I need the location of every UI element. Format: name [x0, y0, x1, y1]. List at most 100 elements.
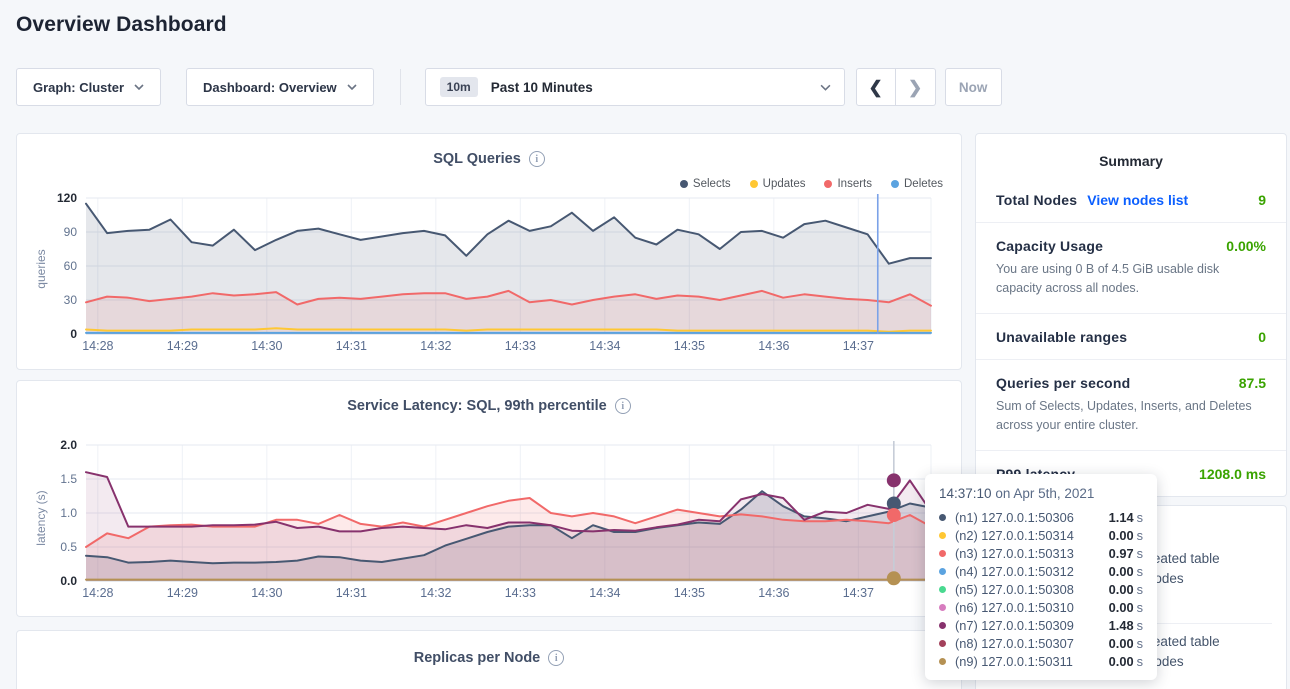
tooltip-node-label: (n9) 127.0.0.1:50311 — [955, 653, 1073, 669]
chevron-left-icon: ❮ — [868, 77, 883, 97]
now-button[interactable]: Now — [944, 68, 1002, 106]
sql-queries-chart[interactable]: 14:28 14:29 14:30 14:31 14:32 14:33 14:34 14:35… — [17, 190, 963, 360]
summary-rows: Total Nodes View nodes list 9 Capacity Usag… — [976, 177, 1286, 496]
x-axis-tick: 14:30 — [251, 339, 282, 353]
time-next-button[interactable]: ❯ — [895, 68, 936, 106]
info-icon[interactable]: i — [548, 650, 565, 666]
series-line-selects — [85, 202, 932, 265]
view-nodes-link[interactable]: View nodes list — [1087, 192, 1189, 208]
legend-item-inserts[interactable]: Inserts — [824, 178, 872, 190]
legend-label: Updates — [762, 178, 806, 190]
tooltip-node-unit: s — [1136, 545, 1143, 561]
x-axis-tick: 14:29 — [167, 339, 198, 353]
replicas-per-node-title: Replicas per Node — [413, 650, 541, 666]
graph-dropdown[interactable]: Graph: Cluster — [16, 68, 162, 106]
summary-row-total-nodes: Total Nodes View nodes list 9 — [976, 177, 1286, 222]
legend-dot-icon — [891, 180, 899, 188]
chevron-right-icon: ❯ — [908, 77, 923, 97]
tooltip-timestamp: 14:37:10 on Apr 5th, 2021 — [939, 486, 1095, 501]
time-step-group: ❮ ❯ — [855, 68, 936, 106]
tooltip-node-value: 0.97 — [1108, 545, 1134, 561]
legend-item-deletes[interactable]: Deletes — [891, 178, 943, 190]
tooltip-node-unit: s — [1136, 599, 1143, 615]
time-range-label: Past 10 Minutes — [490, 79, 593, 95]
x-axis-tick: 14:28 — [82, 339, 113, 353]
y-axis-tick: 2.0 — [60, 438, 77, 452]
legend-item-updates[interactable]: Updates — [749, 178, 806, 190]
series-dot-icon — [939, 549, 946, 557]
service-latency-card: Service Latency: SQL, 99th percentile i … — [16, 380, 962, 617]
series-dot-icon — [939, 657, 946, 665]
tooltip-node-label: (n5) 127.0.0.1:50308 — [955, 581, 1074, 597]
time-range-dropdown[interactable]: 10m Past 10 Minutes — [424, 68, 845, 106]
series-line-updates — [85, 327, 932, 333]
tooltip-node-unit: s — [1136, 581, 1143, 597]
tooltip-node-label: (n1) 127.0.0.1:50306 — [955, 509, 1074, 525]
info-icon[interactable]: i — [528, 151, 545, 167]
summary-row-value: 1208.0 ms — [1199, 465, 1266, 482]
x-axis-tick: 14:36 — [758, 586, 789, 600]
info-icon[interactable]: i — [614, 398, 631, 414]
tooltip-node-label: (n4) 127.0.0.1:50312 — [955, 563, 1074, 579]
sql-queries-legend: Selects Updates Inserts Deletes — [679, 178, 943, 190]
tooltip-node-value: 0.00 — [1108, 599, 1134, 615]
tooltip-node-label: (n2) 127.0.0.1:50314 — [955, 527, 1074, 543]
tooltip-row: (n4) 127.0.0.1:50312 0.00 s — [939, 562, 1143, 580]
replicas-per-node-card: Replicas per Node i — [16, 630, 962, 689]
y-axis-tick: 120 — [57, 191, 77, 205]
x-axis-tick: 14:29 — [167, 586, 198, 600]
tooltip-node-unit: s — [1136, 635, 1143, 651]
y-axis-tick: 1.0 — [60, 506, 77, 520]
chevron-down-icon — [347, 84, 357, 90]
chart-hover-tooltip: 14:37:10 on Apr 5th, 2021 (n1) 127.0.0.1… — [925, 474, 1157, 680]
tooltip-row: (n7) 127.0.0.1:50309 1.48 s — [939, 616, 1143, 634]
summary-row-value: 9 — [1258, 192, 1266, 208]
series-line--n1-127-0-0-1-50306 — [85, 490, 932, 565]
tooltip-node-label: (n7) 127.0.0.1:50309 — [955, 617, 1074, 633]
sql-queries-card: SQL Queries i Selects Updates Inserts Delet… — [16, 133, 962, 370]
dashboard-dropdown-label: Dashboard: Overview — [203, 79, 337, 95]
series-line-inserts — [85, 289, 932, 307]
y-axis-tick: 30 — [64, 293, 78, 307]
legend-label: Deletes — [904, 178, 943, 190]
summary-row-label: Queries per second — [996, 374, 1131, 391]
series-dot-icon — [939, 567, 946, 575]
x-axis-tick: 14:33 — [505, 586, 536, 600]
tooltip-node-value: 0.00 — [1108, 563, 1134, 579]
tooltip-node-label: (n6) 127.0.0.1:50310 — [955, 599, 1074, 615]
dashboard-dropdown[interactable]: Dashboard: Overview — [186, 68, 374, 106]
time-range-badge: 10m — [439, 77, 478, 97]
y-axis-tick: 1.5 — [60, 472, 77, 486]
x-axis-tick: 14:34 — [589, 586, 620, 600]
tooltip-row: (n9) 127.0.0.1:50311 0.00 s — [939, 652, 1143, 670]
y-axis-tick: 0 — [70, 327, 77, 341]
tooltip-node-label: (n8) 127.0.0.1:50307 — [955, 635, 1074, 651]
service-latency-chart[interactable]: 14:28 14:29 14:30 14:31 14:32 14:33 14:34 14:35… — [17, 429, 963, 605]
tooltip-node-value: 0.00 — [1108, 653, 1134, 669]
tooltip-node-value: 1.14 — [1108, 509, 1134, 525]
legend-item-selects[interactable]: Selects — [679, 178, 731, 190]
summary-row-value: 0 — [1258, 328, 1266, 345]
legend-label: Inserts — [837, 178, 872, 190]
service-latency-title: Service Latency: SQL, 99th percentile — [347, 398, 607, 414]
summary-row-queries-per-second: Queries per second 87.5 Sum of Selects, Up… — [976, 358, 1286, 450]
summary-row-value: 0.00% — [1226, 238, 1266, 254]
summary-row-subtext: Sum of Selects, Updates, Inserts, and De… — [996, 398, 1252, 433]
summary-row-subtext: You are using 0 B of 4.5 GiB usable disk… — [996, 262, 1220, 296]
tooltip-node-unit: s — [1136, 617, 1143, 633]
series-dot-icon — [939, 585, 946, 593]
tooltip-node-value: 0.00 — [1108, 635, 1134, 651]
tooltip-row: (n5) 127.0.0.1:50308 0.00 s — [939, 580, 1143, 598]
time-prev-button[interactable]: ❮ — [855, 68, 896, 106]
series-line--n7-127-0-0-1-50309 — [85, 471, 932, 533]
summary-row-label: Total Nodes — [996, 192, 1078, 208]
tooltip-node-value: 0.00 — [1108, 527, 1134, 543]
tooltip-node-value: 1.48 — [1108, 617, 1134, 633]
x-axis-tick: 14:34 — [589, 339, 620, 353]
summary-row-value: 87.5 — [1238, 374, 1266, 391]
tooltip-node-unit: s — [1136, 563, 1143, 579]
tooltip-node-unit: s — [1136, 527, 1143, 543]
page-title: Overview Dashboard — [16, 13, 227, 36]
x-axis-tick: 14:35 — [674, 339, 705, 353]
legend-label: Selects — [692, 178, 731, 190]
